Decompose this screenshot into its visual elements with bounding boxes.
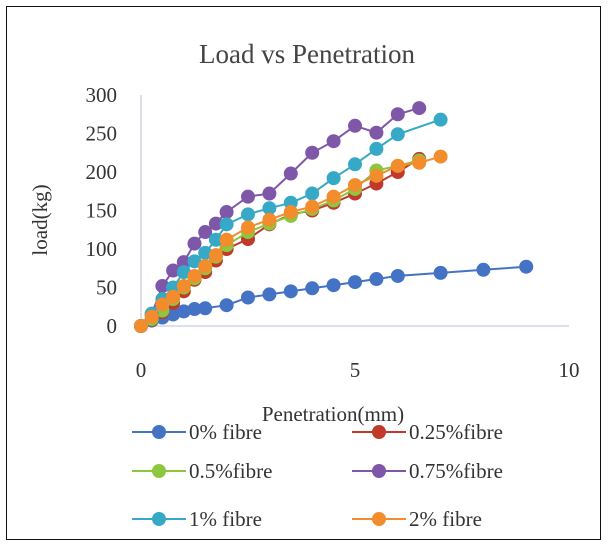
legend-label: 0.25%fibre	[409, 420, 503, 444]
data-point	[219, 205, 234, 220]
x-axis-label: Penetration(mm)	[262, 402, 404, 426]
y-tick-label: 200	[86, 160, 118, 184]
legend-item: 0.75%fibre	[352, 459, 503, 483]
data-point	[198, 225, 213, 240]
data-point	[369, 141, 384, 156]
data-point	[390, 127, 405, 142]
data-point	[433, 149, 448, 164]
data-point	[187, 268, 202, 283]
y-tick-label: 100	[86, 237, 118, 261]
x-tick-labels: 0 5 10	[136, 358, 580, 382]
legend-marker	[372, 512, 386, 526]
axes	[140, 95, 569, 327]
x-tick-label: 5	[350, 358, 361, 382]
legend-label: 0.5%fibre	[189, 459, 272, 483]
y-tick-labels: 0 50 100 150 200 250 300	[86, 83, 118, 338]
legend-marker	[152, 464, 166, 478]
data-point	[262, 212, 277, 227]
data-point	[305, 199, 320, 214]
data-point	[390, 158, 405, 173]
data-point	[198, 258, 213, 273]
data-point	[134, 319, 148, 333]
x-tick-label: 0	[136, 358, 147, 382]
legend-marker	[152, 512, 166, 526]
data-point	[262, 287, 277, 302]
data-point	[348, 275, 362, 290]
legend-label: 2% fibre	[409, 507, 482, 531]
series-group	[134, 149, 448, 333]
chart-frame: Load vs Penetration 0 50 100 150 200 250 300 0…	[6, 6, 601, 540]
data-point	[326, 134, 341, 149]
data-point	[241, 290, 255, 305]
legend: 0% fibre 0.25%fibre 0.5%fibre 0.75%fibre 1% …	[132, 420, 503, 531]
chart-title: Load vs Penetration	[199, 39, 415, 69]
legend-marker	[372, 464, 386, 478]
legend-marker	[152, 425, 166, 439]
data-point	[176, 278, 191, 293]
legend-item: 1% fibre	[132, 507, 262, 531]
data-point	[166, 289, 181, 304]
legend-marker	[372, 425, 386, 439]
data-point	[144, 309, 159, 324]
data-point	[348, 178, 362, 193]
data-point	[326, 189, 341, 204]
series-group	[134, 112, 448, 333]
data-point	[433, 112, 448, 127]
data-point	[519, 259, 534, 274]
y-tick-label: 150	[86, 199, 118, 223]
data-point	[283, 205, 298, 220]
y-tick-label: 0	[107, 314, 118, 338]
data-point	[305, 281, 320, 296]
data-point	[369, 125, 384, 140]
legend-item: 2% fibre	[352, 507, 482, 531]
legend-item: 0% fibre	[132, 420, 262, 444]
data-point	[241, 189, 255, 204]
data-point	[369, 272, 384, 287]
data-point	[219, 298, 234, 313]
data-point	[326, 278, 341, 293]
data-point	[208, 248, 223, 263]
y-tick-label: 300	[86, 83, 118, 107]
series-layer	[134, 101, 534, 333]
legend-label: 1% fibre	[189, 507, 262, 531]
x-tick-label: 10	[559, 358, 580, 382]
data-point	[476, 262, 491, 277]
data-point	[326, 171, 341, 186]
legend-label: 0% fibre	[189, 420, 262, 444]
series-group	[134, 101, 427, 333]
legend-item: 0.5%fibre	[132, 459, 272, 483]
data-point	[283, 284, 298, 299]
data-point	[305, 145, 320, 160]
data-point	[390, 268, 405, 283]
series-group	[134, 259, 534, 333]
data-point	[412, 155, 427, 170]
data-point	[433, 265, 448, 280]
data-point	[412, 101, 427, 116]
data-point	[219, 217, 234, 232]
data-point	[348, 157, 362, 172]
data-point	[283, 166, 298, 181]
data-point	[187, 236, 202, 251]
series-line	[140, 155, 441, 327]
data-point	[262, 186, 277, 201]
data-point	[369, 168, 384, 183]
data-point	[241, 220, 255, 235]
legend-item: 0.25%fibre	[352, 420, 503, 444]
y-tick-label: 50	[96, 276, 117, 300]
data-point	[305, 186, 320, 201]
data-point	[390, 107, 405, 122]
data-point	[155, 297, 170, 312]
data-point	[241, 207, 255, 222]
y-tick-label: 250	[86, 122, 118, 146]
data-point	[348, 118, 362, 133]
legend-label: 0.75%fibre	[409, 459, 503, 483]
data-point	[219, 232, 234, 247]
y-axis-label: load(kg)	[28, 184, 52, 255]
data-point	[198, 301, 213, 316]
